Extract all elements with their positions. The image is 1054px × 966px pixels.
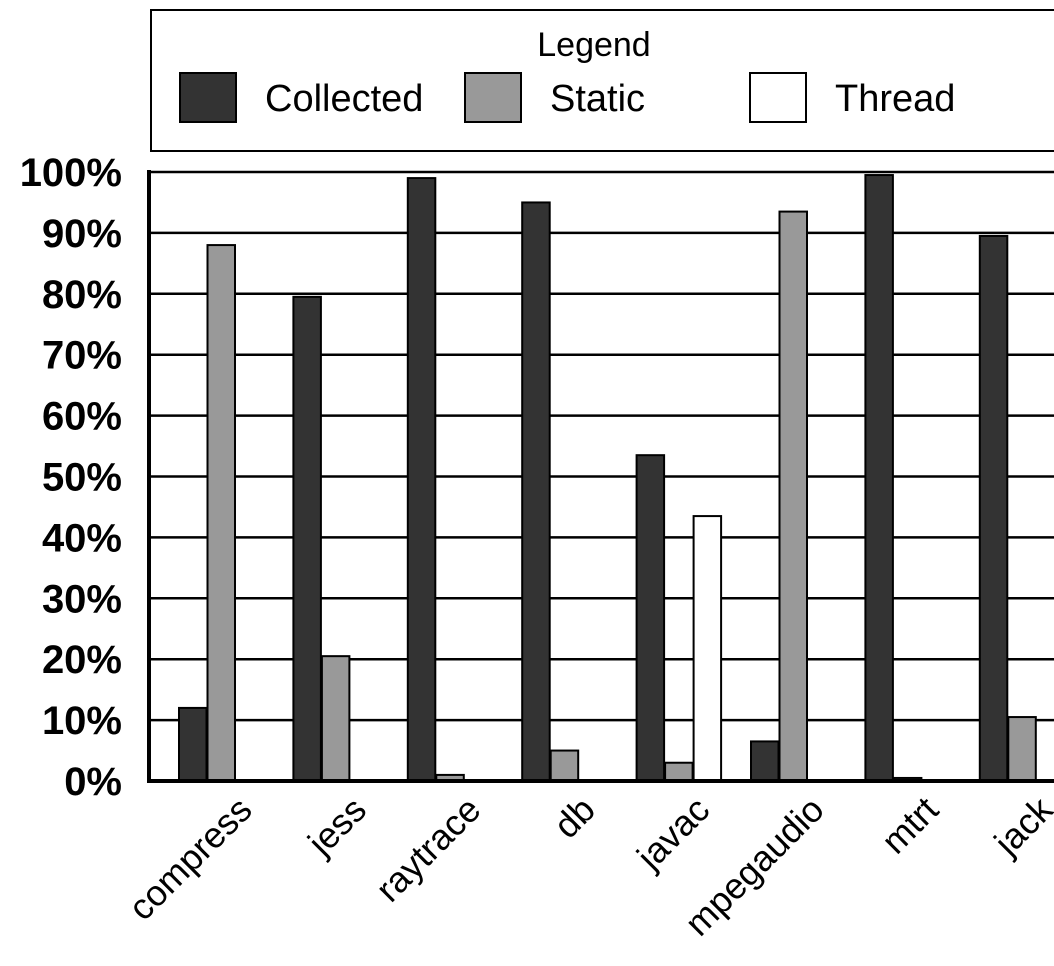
legend-label-collected: Collected	[265, 78, 423, 120]
legend-label-static: Static	[550, 78, 645, 120]
y-tick-label: 100%	[20, 151, 122, 195]
legend-box	[150, 9, 1054, 152]
x-tick-label-javac: javac	[628, 789, 717, 878]
y-tick-label: 50%	[42, 456, 122, 500]
y-tick-label: 90%	[42, 212, 122, 256]
bar-thread-javac	[692, 515, 723, 783]
legend-swatch-static	[464, 72, 522, 123]
bar-collected-mtrt	[864, 174, 894, 783]
y-tick-label: 80%	[42, 273, 122, 317]
legend-swatch-thread	[749, 72, 807, 123]
bar-static-jess	[320, 655, 351, 783]
x-tick-label-db: db	[546, 789, 603, 846]
bar-collected-compress	[178, 706, 208, 782]
x-tick-label-raytrace: raytrace	[368, 789, 489, 910]
y-tick-label: 20%	[42, 638, 122, 682]
bar-static-jack	[1007, 716, 1037, 782]
bar-static-compress	[206, 244, 236, 782]
x-tick-label-mtrt: mtrt	[873, 789, 946, 862]
x-tick-label-jack: jack	[985, 788, 1054, 864]
bar-collected-db	[521, 201, 551, 782]
y-tick-label: 70%	[42, 334, 122, 378]
legend-label-thread: Thread	[835, 78, 955, 120]
axes	[147, 170, 1054, 783]
gridlines	[149, 170, 1054, 722]
x-tick-label-compress: compress	[120, 789, 259, 928]
bar-collected-raytrace	[406, 177, 437, 782]
y-tick-label: 40%	[42, 516, 122, 560]
bar-static-javac	[664, 761, 694, 782]
bar-collected-mpegaudio	[750, 740, 780, 782]
y-tick-label: 60%	[42, 395, 122, 439]
y-tick-label: 10%	[42, 699, 122, 743]
x-tick-label-jess: jess	[299, 789, 374, 864]
bar-static-mpegaudio	[778, 210, 808, 782]
bar-collected-javac	[635, 454, 666, 782]
bars	[178, 174, 1037, 783]
y-tick-label: 0%	[64, 760, 122, 804]
bar-collected-jack	[978, 234, 1009, 782]
legend-swatch-collected	[179, 72, 237, 123]
bar-collected-jess	[292, 295, 322, 782]
y-tick-label: 30%	[42, 577, 122, 621]
legend: Legend Collected Static Thread	[150, 9, 1054, 152]
y-axis-ticks: 0% 10% 20% 30% 40% 50% 60% 70% 80% 90% 100%	[20, 151, 122, 804]
bar-static-db	[549, 749, 580, 782]
legend-title: Legend	[537, 26, 650, 64]
